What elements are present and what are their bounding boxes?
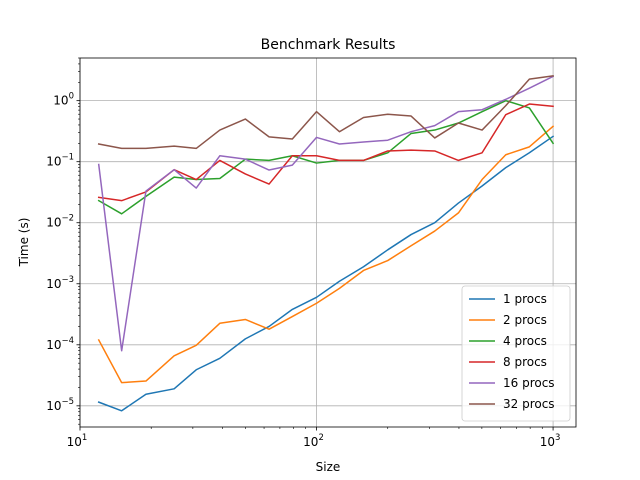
series-line-32-procs xyxy=(97,75,554,150)
chart-title: Benchmark Results xyxy=(261,37,396,53)
y-tick-label: 100 xyxy=(53,92,74,108)
legend-label: 4 procs xyxy=(503,334,547,348)
y-tick-label: 10−2 xyxy=(46,214,74,230)
legend-label: 8 procs xyxy=(503,355,547,369)
legend-label: 32 procs xyxy=(503,397,555,411)
axis-ticks: 101 102 103 10−5 10−4 10−3 10−2 10−1 100 xyxy=(46,57,561,449)
legend: 1 procs 2 procs 4 procs 8 procs 16 procs 32 p… xyxy=(461,285,571,422)
y-axis-label: Time (s) xyxy=(17,218,31,268)
x-tick-label: 101 xyxy=(67,433,88,449)
axes-frame xyxy=(79,57,577,428)
series-line-4-procs xyxy=(97,99,555,215)
series-line-16-procs xyxy=(97,75,555,352)
y-tick-label: 10−1 xyxy=(46,153,74,169)
y-tick-label: 10−4 xyxy=(46,336,74,352)
y-tick-label: 10−5 xyxy=(46,397,74,413)
plot-area xyxy=(97,75,555,412)
x-tick-label: 102 xyxy=(303,433,324,449)
legend-label: 1 procs xyxy=(503,292,547,306)
series-line-8-procs xyxy=(97,103,554,202)
x-axis-label: Size xyxy=(316,460,341,474)
legend-label: 16 procs xyxy=(503,376,555,390)
x-tick-label: 103 xyxy=(540,433,561,449)
y-tick-label: 10−3 xyxy=(46,275,74,291)
series-line-1-procs xyxy=(97,135,555,412)
legend-label: 2 procs xyxy=(503,313,547,327)
series-line-2-procs xyxy=(97,125,555,384)
grid xyxy=(79,58,576,427)
